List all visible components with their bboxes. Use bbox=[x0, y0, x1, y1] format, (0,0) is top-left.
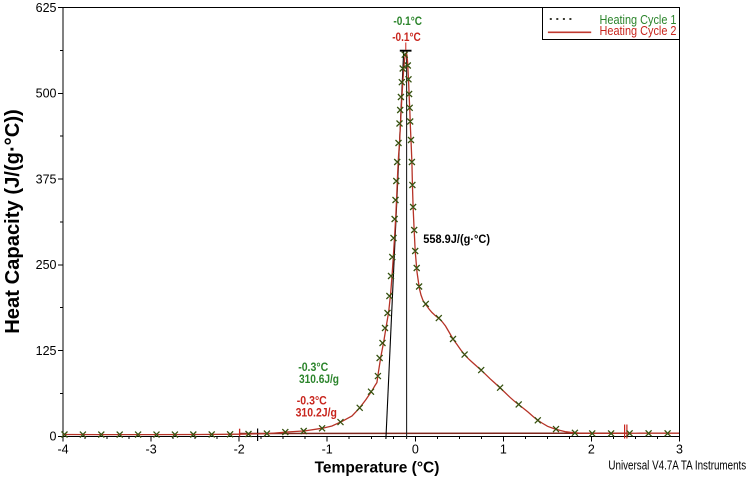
svg-text:-1: -1 bbox=[322, 442, 333, 456]
svg-text:3: 3 bbox=[676, 442, 683, 456]
svg-text:310.2J/g: 310.2J/g bbox=[296, 405, 337, 419]
svg-text:0: 0 bbox=[412, 442, 419, 456]
svg-text:-2: -2 bbox=[234, 442, 245, 456]
svg-text:Heat Capacity (J/(g·°C)): Heat Capacity (J/(g·°C)) bbox=[2, 109, 24, 334]
svg-text:-0.1°C: -0.1°C bbox=[392, 30, 421, 44]
svg-text:375: 375 bbox=[36, 173, 57, 187]
svg-text:Universal V4.7A TA Instruments: Universal V4.7A TA Instruments bbox=[608, 459, 746, 473]
svg-text:Heating Cycle 2: Heating Cycle 2 bbox=[600, 23, 677, 38]
svg-text:-3: -3 bbox=[146, 442, 157, 456]
svg-text:-0.3°C: -0.3°C bbox=[298, 360, 328, 374]
svg-text:1: 1 bbox=[500, 442, 507, 456]
svg-text:-0.1°C: -0.1°C bbox=[393, 14, 422, 28]
svg-text:0: 0 bbox=[50, 430, 57, 444]
svg-text:250: 250 bbox=[36, 258, 57, 272]
svg-text:625: 625 bbox=[36, 1, 57, 15]
svg-text:558.9J/(g·°C): 558.9J/(g·°C) bbox=[423, 232, 490, 246]
svg-text:-4: -4 bbox=[57, 442, 68, 456]
svg-text:125: 125 bbox=[36, 344, 57, 358]
svg-text:2: 2 bbox=[588, 442, 595, 456]
svg-text:500: 500 bbox=[36, 87, 57, 101]
svg-text:310.6J/g: 310.6J/g bbox=[299, 372, 339, 386]
svg-text:-0.3°C: -0.3°C bbox=[297, 394, 327, 408]
svg-text:Temperature (°C): Temperature (°C) bbox=[315, 460, 440, 477]
svg-text:Heating Cycle 1: Heating Cycle 1 bbox=[600, 12, 677, 27]
